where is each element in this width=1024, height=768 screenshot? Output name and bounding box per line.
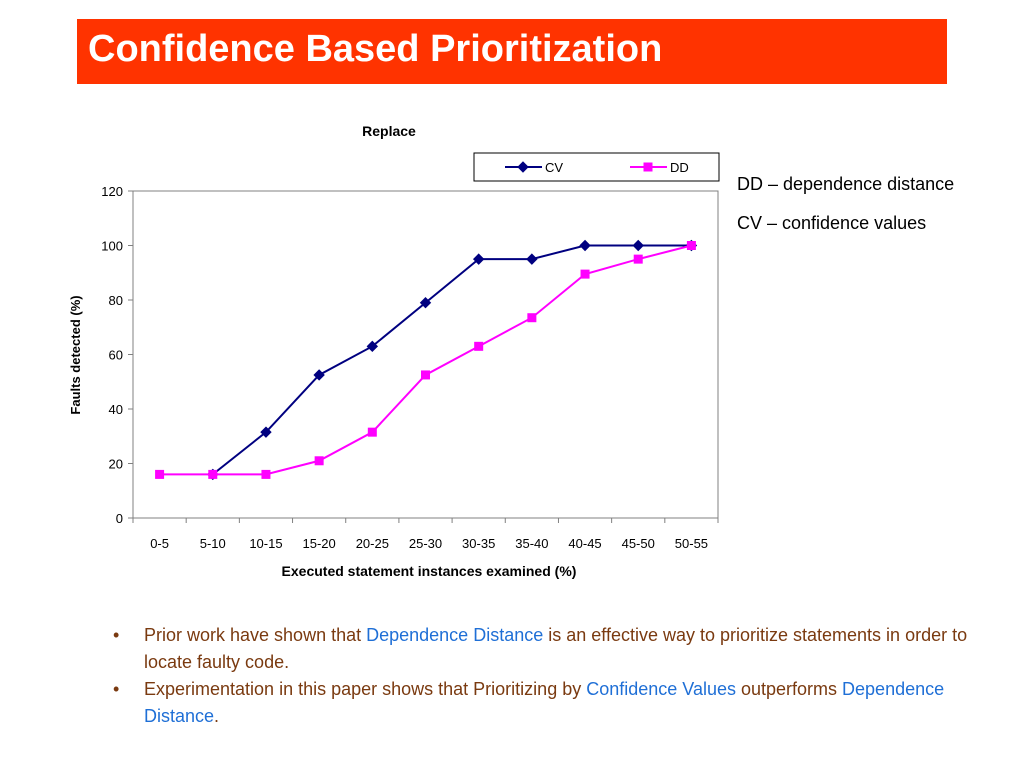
note-dd-definition: DD – dependence distance xyxy=(737,174,955,194)
x-tick-label: 50-55 xyxy=(675,536,708,551)
bullet-text: Prior work have shown that xyxy=(144,625,367,645)
bullet-text: outperforms xyxy=(735,679,843,699)
note-cv-definition: CV – confidence values xyxy=(737,213,927,233)
x-tick-label: 20-25 xyxy=(356,536,389,551)
legend-label-dd: DD xyxy=(670,160,689,175)
line-chart: Replace CV DD 0 20 40 60 80 100 120 0-5 5-10 10-1… xyxy=(68,123,720,579)
x-axis-label: Executed statement instances examined (%… xyxy=(282,563,577,579)
y-tick-label: 60 xyxy=(109,348,123,363)
chart-legend: CV DD xyxy=(473,152,720,182)
slide-title: Confidence Based Prioritization xyxy=(88,28,663,70)
data-point xyxy=(472,253,485,265)
data-point xyxy=(686,241,696,250)
x-tick-label: 35-40 xyxy=(515,536,548,551)
chart-title: Replace xyxy=(362,123,416,139)
bullet-text: . xyxy=(214,706,220,726)
y-tick-label: 80 xyxy=(109,293,123,308)
x-tick-label: 25-30 xyxy=(409,536,442,551)
data-point xyxy=(527,313,537,323)
legend-marker xyxy=(643,162,653,172)
x-axis-ticks: 0-5 5-10 10-15 15-20 20-25 25-30 30-35 35-40 40-… xyxy=(150,536,708,551)
series-dd xyxy=(155,241,696,479)
data-point xyxy=(474,341,484,351)
data-point xyxy=(580,269,590,279)
y-axis-ticks: 0 20 40 60 80 100 120 xyxy=(101,184,123,526)
data-point xyxy=(261,469,271,479)
bullet-item: • Prior work have shown that Dependence D… xyxy=(113,622,993,676)
y-tick-label: 20 xyxy=(109,457,123,472)
data-point xyxy=(155,469,165,479)
data-point xyxy=(313,369,325,381)
y-tick-label: 0 xyxy=(116,511,123,526)
x-tick-label: 10-15 xyxy=(249,536,282,551)
y-axis-label: Faults detected (%) xyxy=(68,295,83,414)
data-point xyxy=(419,297,432,309)
highlighted-term: Confidence Values xyxy=(586,679,736,699)
bullet-item: • Experimentation in this paper shows tha… xyxy=(113,676,993,730)
bullet-marker: • xyxy=(113,625,120,645)
x-tick-label: 0-5 xyxy=(150,536,169,551)
y-tick-label: 40 xyxy=(109,402,123,417)
chart-series xyxy=(155,239,698,481)
bullet-text: Experimentation in this paper shows that… xyxy=(144,679,587,699)
x-tick-label: 40-45 xyxy=(568,536,601,551)
x-tick-label: 45-50 xyxy=(622,536,655,551)
series-line-cv xyxy=(212,244,692,476)
data-point xyxy=(632,239,644,252)
data-point xyxy=(366,340,379,353)
data-point xyxy=(260,426,272,438)
x-tick-label: 15-20 xyxy=(303,536,336,551)
data-point xyxy=(421,370,430,380)
y-tick-label: 100 xyxy=(101,239,123,254)
data-point xyxy=(314,456,324,466)
bullet-text: is an effective way to prioritize statem… xyxy=(144,625,968,672)
legend-marker xyxy=(517,161,529,173)
slide-title-bar: Confidence Based Prioritization xyxy=(77,19,947,84)
data-point xyxy=(526,253,538,265)
data-point xyxy=(579,239,591,252)
bullet-marker: • xyxy=(113,679,120,699)
highlighted-term: Dependence Distance xyxy=(366,625,544,645)
highlighted-term: Dependence Distance xyxy=(144,679,945,726)
x-tick-label: 5-10 xyxy=(200,536,226,551)
x-tick-label: 30-35 xyxy=(462,536,495,551)
data-point xyxy=(208,469,218,479)
bullet-list: • Prior work have shown that Dependence D… xyxy=(113,622,993,730)
data-point xyxy=(367,427,377,437)
legend-label-cv: CV xyxy=(545,160,563,175)
data-point xyxy=(633,254,643,264)
y-tick-label: 120 xyxy=(101,184,123,199)
